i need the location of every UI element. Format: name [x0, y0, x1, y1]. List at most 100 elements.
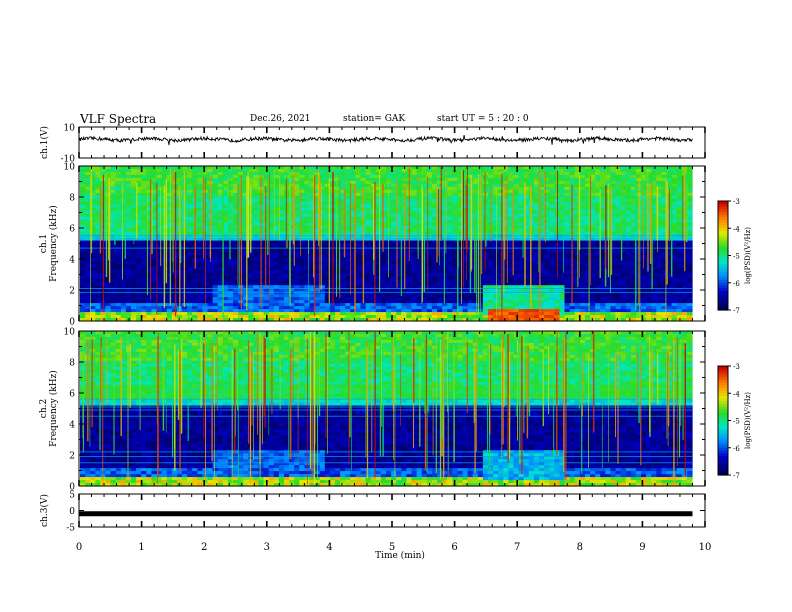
spectrogram-cell — [676, 192, 683, 197]
spectrogram-cell — [498, 195, 504, 200]
spectrogram-cell — [595, 198, 601, 203]
spectrogram-cell — [666, 174, 673, 179]
spectrogram-cell — [299, 267, 305, 271]
spectrogram-cell — [110, 231, 117, 236]
spectrogram-cell — [171, 195, 178, 200]
spectrogram-cell — [227, 228, 234, 233]
spectrogram-cell — [646, 219, 652, 224]
spectrogram-cell — [666, 264, 673, 268]
spectrogram-cell — [243, 252, 249, 257]
spectrogram-cell — [345, 201, 351, 206]
spectrogram-cell — [314, 225, 321, 230]
spectrogram-cell — [544, 189, 550, 194]
spectrogram-cell — [472, 231, 479, 236]
spectrogram-cell — [263, 279, 270, 283]
spectrogram-cell — [335, 198, 341, 203]
spectrogram-cell — [151, 270, 158, 274]
spectrogram-cell — [656, 174, 662, 179]
spectrogram-cell — [533, 255, 540, 259]
spectrogram-cell — [610, 189, 617, 194]
spectrogram-cell — [533, 234, 540, 239]
spectrogram-cell — [233, 201, 239, 206]
spectrogram-cell — [462, 279, 469, 283]
spectrogram-cell — [595, 216, 601, 221]
spectrogram-cell — [85, 198, 91, 203]
spectrogram-cell — [595, 267, 601, 271]
spectrogram-cell — [233, 255, 239, 259]
spectrogram-cell — [136, 177, 142, 182]
spectrogram-cell — [202, 240, 209, 245]
spectrogram-cell — [243, 258, 249, 262]
spectrogram-cell — [559, 192, 566, 197]
spectrogram-cell — [676, 276, 683, 280]
spectrogram-cell — [386, 201, 392, 206]
spectrogram-cell — [319, 285, 326, 289]
spectrogram-cell — [304, 213, 311, 218]
spectrogram-cell — [396, 264, 402, 268]
spectrogram-cell — [156, 279, 163, 283]
spectrogram-cell — [600, 282, 606, 286]
spectrogram-cell — [528, 174, 535, 179]
spectrogram-cell — [355, 279, 362, 283]
spectrogram-cell — [426, 189, 433, 194]
spectrogram-cell — [452, 279, 458, 283]
spectrogram-cell — [324, 210, 331, 215]
spectrogram-cell — [227, 213, 234, 218]
spectrogram-cell — [268, 201, 275, 206]
spectrogram-cell — [273, 261, 280, 265]
spectrogram-cell — [676, 285, 683, 289]
spectrogram-cell — [549, 234, 555, 239]
spectrogram-cell — [630, 222, 637, 227]
spectrogram-cell — [641, 183, 647, 188]
spectrogram-cell — [666, 276, 673, 280]
spectrogram-cell — [625, 228, 632, 233]
spectrogram-cell — [488, 166, 494, 170]
spectrogram-cell — [90, 252, 96, 257]
spectrogram-cell — [503, 255, 509, 259]
spectrogram-cell — [294, 288, 300, 292]
spectrogram-cell — [238, 166, 244, 170]
spectrogram-cell — [375, 222, 382, 227]
spectrogram-cell — [457, 240, 464, 245]
spectrogram-cell — [95, 186, 101, 191]
spectrogram-cell — [462, 255, 469, 259]
spectrogram-cell — [289, 201, 295, 206]
spectrogram-cell — [544, 204, 550, 209]
spectrogram-cell — [370, 273, 377, 277]
spectrogram-cell — [365, 252, 372, 257]
spectrogram-cell — [452, 222, 458, 227]
spectrogram-cell — [146, 264, 152, 268]
spectrogram-cell — [335, 195, 341, 200]
spectrogram-cell — [579, 192, 586, 197]
spectrogram-cell — [625, 270, 632, 274]
spectrogram-cell — [666, 282, 673, 286]
spectrogram-cell — [503, 243, 509, 248]
spectrogram-cell — [584, 180, 591, 185]
spectrogram-cell — [380, 234, 387, 239]
spectrogram-cell — [187, 183, 193, 188]
spectrogram-cell — [462, 264, 469, 268]
spectrogram-cell — [253, 255, 260, 259]
spectrogram-cell — [559, 174, 566, 179]
spectrogram-cell — [646, 171, 652, 176]
spectrogram-cell — [212, 186, 219, 191]
spectrogram-cell — [273, 276, 280, 280]
spectrogram-cell — [80, 174, 86, 179]
spectrogram-cell — [380, 288, 387, 292]
spectrogram-cell — [416, 210, 423, 215]
spectrogram-cell — [80, 240, 86, 245]
spectrogram-cell — [681, 166, 688, 170]
spectrogram-cell — [217, 168, 224, 173]
spectrogram-cell — [590, 219, 596, 224]
spectrogram-cell — [80, 282, 86, 286]
spectrogram-cell — [533, 219, 540, 224]
spectrogram-cell — [146, 189, 152, 194]
spectrogram-cell — [416, 255, 423, 259]
spectrogram-cell — [120, 180, 127, 185]
spectrogram-cell — [314, 234, 321, 239]
spectrogram-cell — [452, 210, 458, 215]
spectrogram-cell — [462, 285, 469, 289]
spectrogram-cell — [590, 192, 596, 197]
spectrogram-cell — [396, 276, 402, 280]
spectrogram-cell — [488, 171, 494, 176]
